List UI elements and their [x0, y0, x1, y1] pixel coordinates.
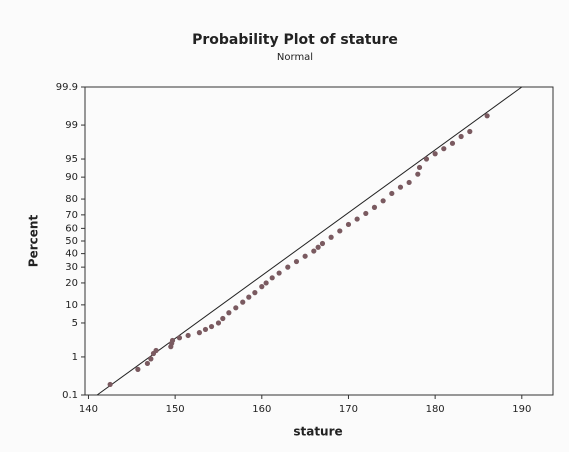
chart-title: Probability Plot of stature	[192, 32, 398, 48]
data-point	[311, 248, 317, 254]
data-point	[259, 284, 265, 290]
data-point	[328, 234, 334, 240]
y-tick-label: 30	[65, 262, 78, 273]
data-point	[302, 253, 308, 259]
data-point	[458, 133, 464, 140]
data-point	[246, 294, 252, 300]
y-tick-label: 40	[65, 249, 78, 260]
data-point	[416, 164, 423, 171]
data-point	[107, 381, 113, 388]
x-tick-label: 140	[79, 404, 98, 415]
y-tick-label: 80	[65, 194, 78, 205]
data-point	[406, 179, 412, 186]
data-point	[315, 244, 321, 250]
data-point	[449, 140, 456, 146]
y-tick-label: 50	[65, 236, 78, 247]
y-tick-label: 10	[65, 300, 78, 311]
data-point	[397, 184, 404, 190]
y-tick-label: 90	[65, 172, 78, 183]
y-tick-label: 99.9	[56, 82, 78, 93]
x-tick-label: 150	[166, 404, 185, 415]
y-axis-label: Percent	[27, 215, 41, 268]
data-point	[144, 360, 150, 367]
data-point	[185, 332, 191, 339]
data-point	[345, 221, 352, 228]
x-tick-label: 190	[512, 404, 531, 415]
data-point	[153, 347, 159, 354]
data-point	[196, 330, 202, 336]
data-point	[240, 299, 246, 305]
data-point	[269, 275, 275, 281]
chart-subtitle: Normal	[277, 52, 313, 63]
data-point	[371, 204, 378, 210]
data-point	[220, 315, 226, 322]
data-point	[432, 151, 438, 157]
data-point	[380, 198, 386, 204]
fit-line	[96, 86, 523, 396]
data-point	[363, 210, 369, 217]
data-point	[441, 146, 447, 152]
y-tick-label: 5	[72, 318, 78, 329]
y-tick-label: 20	[65, 278, 78, 289]
data-point	[293, 258, 300, 265]
data-point	[467, 128, 473, 135]
y-tick-label: 95	[65, 154, 78, 165]
data-point	[276, 270, 282, 276]
data-point	[319, 240, 326, 247]
y-tick-label: 70	[65, 210, 78, 221]
data-point	[415, 171, 421, 177]
data-point	[202, 326, 209, 333]
data-point	[285, 264, 291, 270]
y-tick-label: 1	[72, 352, 78, 363]
data-point	[135, 366, 141, 372]
data-point	[263, 280, 269, 286]
y-tick-label: 99	[65, 120, 78, 131]
x-axis-label: stature	[293, 425, 342, 439]
data-point	[176, 335, 183, 341]
data-point	[354, 216, 360, 222]
data-point	[389, 190, 395, 197]
data-point	[169, 337, 176, 344]
y-tick-label: 0.1	[62, 390, 78, 401]
data-point	[208, 323, 215, 330]
data-point	[252, 290, 258, 296]
x-tick-label: 160	[252, 404, 271, 415]
data-point	[337, 228, 343, 234]
data-point	[148, 356, 154, 362]
data-point	[226, 310, 232, 316]
x-tick-label: 170	[339, 404, 358, 415]
x-tick-label: 180	[426, 404, 445, 415]
data-point	[233, 305, 239, 311]
data-point	[215, 320, 222, 326]
data-point	[484, 113, 490, 119]
y-tick-label: 60	[65, 223, 78, 234]
data-point	[423, 156, 430, 162]
